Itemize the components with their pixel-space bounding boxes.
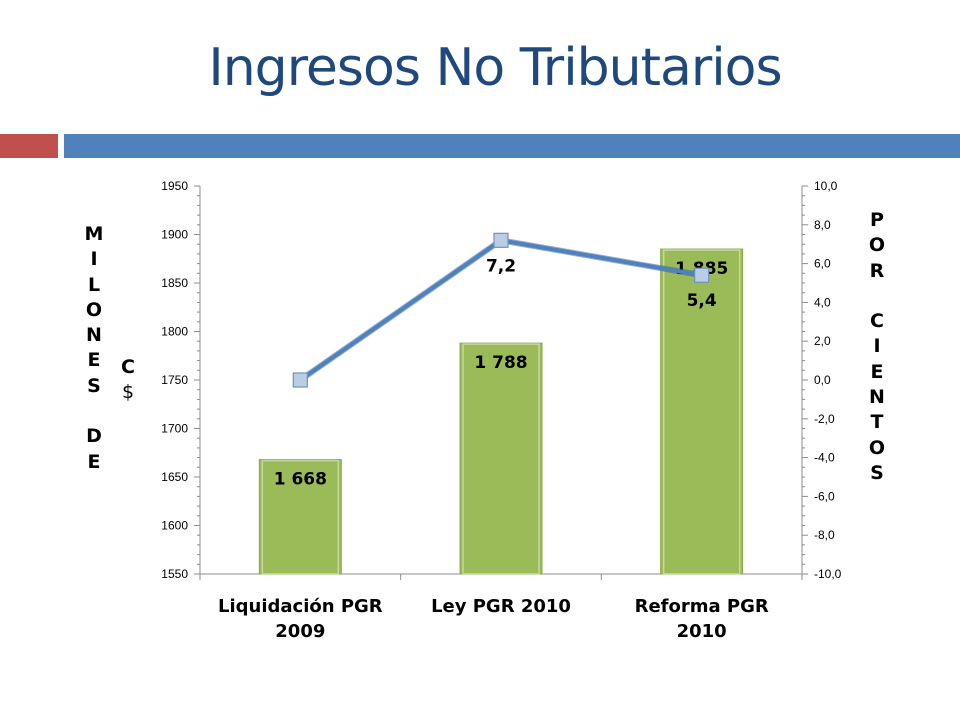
right-axis-label-letter: T <box>870 411 884 434</box>
right-axis-label-letter: S <box>870 461 884 484</box>
left-axis-tick-label: 1850 <box>161 276 188 290</box>
right-axis-tick-label: -4,0 <box>814 451 835 465</box>
line-marker <box>292 372 308 388</box>
left-axis-label-letter: E <box>87 349 101 372</box>
bar <box>258 459 342 575</box>
right-axis-label-letter: N <box>869 386 885 409</box>
left-axis-tick-label: 1650 <box>161 470 188 484</box>
right-axis-tick-label: 8,0 <box>814 218 831 232</box>
accent-bar-red <box>0 134 58 158</box>
right-axis-label-letter: O <box>868 234 886 257</box>
left-axis-unit-letter: $ <box>121 381 135 403</box>
left-axis-tick-label: 1700 <box>161 422 188 436</box>
category-label: 2009 <box>275 621 325 642</box>
bar-data-label: 1 668 <box>274 470 327 490</box>
right-axis-tick-label: -2,0 <box>814 412 835 426</box>
line-data-label: 7,2 <box>486 256 516 276</box>
bar <box>459 342 543 575</box>
left-axis-tick-label: 1950 <box>161 179 188 193</box>
right-axis-tick-label: -8,0 <box>814 528 835 542</box>
accent-bar-blue <box>64 134 960 158</box>
left-axis-label-letter: S <box>87 374 101 397</box>
left-axis-tick-label: 1750 <box>161 373 188 387</box>
left-axis-tick-label: 1600 <box>161 519 188 533</box>
slide-title: Ingresos No Tributarios <box>208 38 782 98</box>
category-label: Reforma PGR <box>635 596 769 617</box>
left-axis-tick-label: 1800 <box>161 325 188 339</box>
category-label: Ley PGR 2010 <box>431 596 571 617</box>
right-axis-tick-label: -10,0 <box>814 567 842 581</box>
left-axis-label-letter: M <box>84 223 104 245</box>
bar-highlight <box>462 343 540 575</box>
line-marker <box>694 267 710 283</box>
left-axis-tick-label: 1550 <box>161 567 188 581</box>
bar-data-label: 1 788 <box>474 353 527 373</box>
right-axis-label-letter: P <box>870 209 884 231</box>
right-axis-tick-label: 2,0 <box>814 334 831 348</box>
left-axis-label-letter: N <box>86 324 102 347</box>
left-axis-unit: C $ <box>114 355 142 405</box>
category-label: Liquidación PGR <box>218 596 383 617</box>
right-axis-tick-label: -6,0 <box>814 489 835 503</box>
right-axis-tick-label: 4,0 <box>814 295 831 309</box>
bar <box>660 248 744 575</box>
bar-highlight <box>261 459 340 575</box>
bar-fill <box>660 248 744 575</box>
left-axis-label-letter: E <box>87 450 101 473</box>
right-axis-label-letter: R <box>869 259 885 282</box>
right-axis-label-letter: O <box>868 436 886 459</box>
right-axis-tick-label: 6,0 <box>814 257 831 271</box>
right-axis-tick-label: 10,0 <box>814 179 838 193</box>
left-axis-label-letter: I <box>90 248 98 271</box>
right-axis-tick-label: 0,0 <box>814 373 831 387</box>
line-data-label: 5,4 <box>687 291 717 311</box>
left-axis-label-letter: D <box>86 425 102 448</box>
category-label: 2010 <box>677 621 727 642</box>
bar-fill <box>459 342 543 575</box>
right-axis-label-letter: I <box>873 335 881 358</box>
right-axis-label-letter: E <box>870 360 884 383</box>
line-marker <box>493 232 509 248</box>
right-axis-label-letter: C <box>870 310 884 333</box>
bar-highlight <box>662 249 741 575</box>
left-axis-label-letter: L <box>87 273 101 296</box>
left-axis-tick-label: 1900 <box>161 228 188 242</box>
left-axis-label-letter: O <box>85 298 103 321</box>
bar-fill <box>258 459 342 575</box>
left-axis-unit-letter: C <box>121 356 135 378</box>
